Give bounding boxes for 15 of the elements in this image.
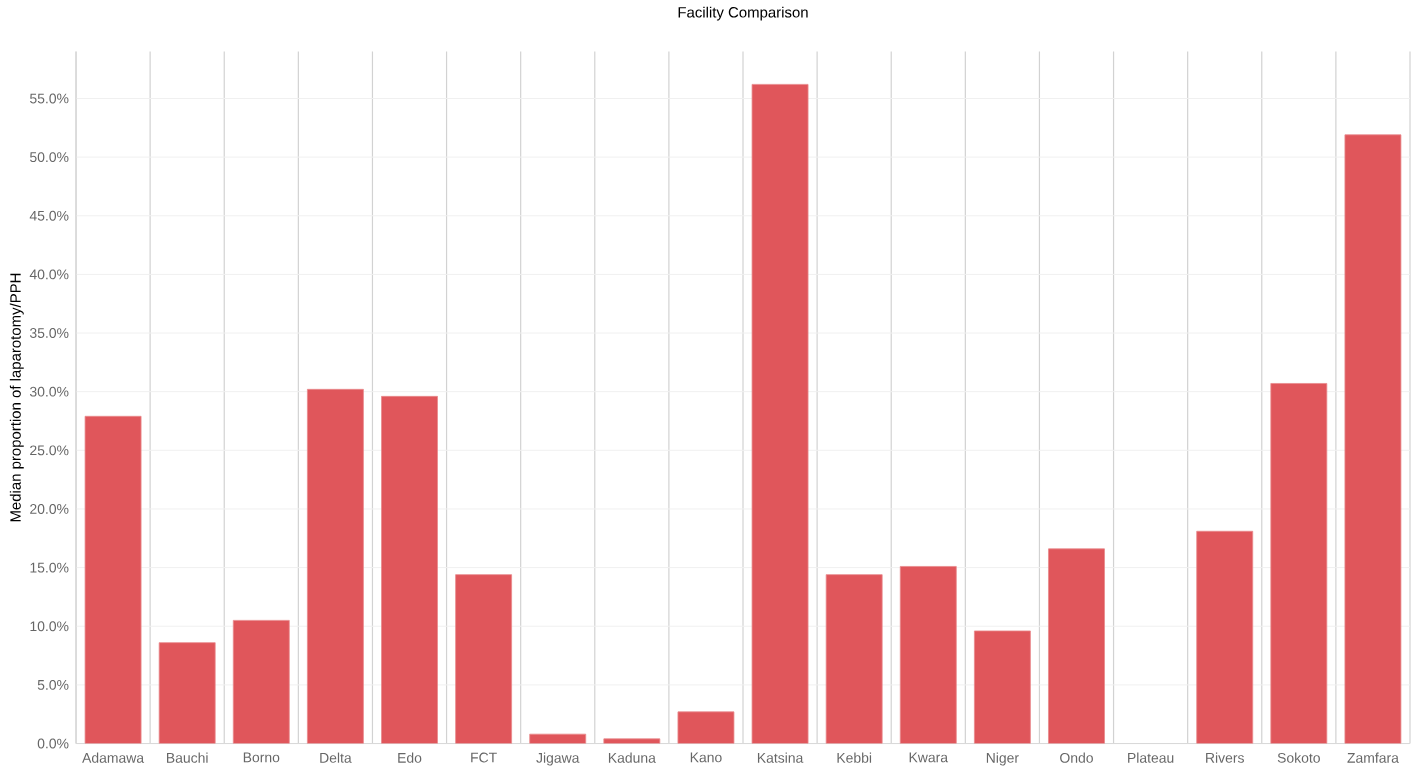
bar — [1270, 382, 1328, 744]
bar — [232, 619, 290, 744]
bar — [1196, 530, 1254, 744]
bar — [973, 630, 1031, 744]
bar — [825, 574, 883, 744]
bar — [1048, 548, 1105, 744]
bar — [899, 565, 957, 744]
bar — [381, 395, 438, 744]
bar — [84, 415, 142, 744]
bar — [751, 83, 809, 744]
bar — [158, 642, 216, 744]
bar — [307, 388, 364, 744]
bar — [1344, 134, 1402, 744]
bar — [455, 574, 513, 744]
bar — [677, 711, 735, 744]
